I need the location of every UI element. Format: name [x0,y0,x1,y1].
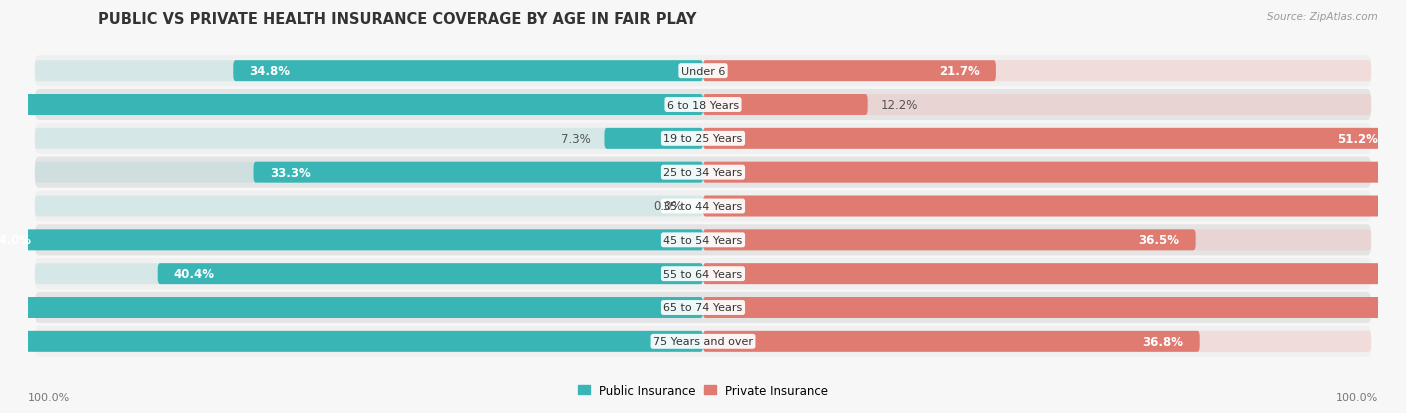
Text: 36.5%: 36.5% [1139,234,1180,247]
FancyBboxPatch shape [253,162,703,183]
FancyBboxPatch shape [703,61,995,82]
FancyBboxPatch shape [0,95,703,116]
FancyBboxPatch shape [0,331,703,352]
Text: 12.2%: 12.2% [882,99,918,112]
FancyBboxPatch shape [0,297,703,318]
FancyBboxPatch shape [35,196,703,217]
FancyBboxPatch shape [703,230,1195,251]
FancyBboxPatch shape [35,263,703,285]
Text: 55 to 64 Years: 55 to 64 Years [664,269,742,279]
FancyBboxPatch shape [35,259,1371,290]
FancyBboxPatch shape [35,157,1371,188]
FancyBboxPatch shape [35,331,703,352]
FancyBboxPatch shape [605,128,703,150]
Text: 51.2%: 51.2% [1337,133,1378,145]
Text: Source: ZipAtlas.com: Source: ZipAtlas.com [1267,12,1378,22]
Text: 33.3%: 33.3% [270,166,311,179]
Text: 100.0%: 100.0% [1336,392,1378,402]
Text: 25 to 34 Years: 25 to 34 Years [664,168,742,178]
Text: 35 to 44 Years: 35 to 44 Years [664,202,742,211]
FancyBboxPatch shape [703,297,1406,318]
Text: 36.8%: 36.8% [1143,335,1184,348]
FancyBboxPatch shape [703,196,1406,217]
FancyBboxPatch shape [35,297,703,318]
FancyBboxPatch shape [703,297,1371,318]
Text: 65 to 74 Years: 65 to 74 Years [664,303,742,313]
FancyBboxPatch shape [35,56,1371,87]
FancyBboxPatch shape [703,95,868,116]
FancyBboxPatch shape [703,196,1371,217]
FancyBboxPatch shape [35,90,1371,121]
Text: 40.4%: 40.4% [174,268,215,280]
FancyBboxPatch shape [0,230,703,251]
FancyBboxPatch shape [703,162,1406,183]
FancyBboxPatch shape [35,61,703,82]
Legend: Public Insurance, Private Insurance: Public Insurance, Private Insurance [574,379,832,401]
FancyBboxPatch shape [35,128,703,150]
Text: 54.0%: 54.0% [0,234,31,247]
Text: 7.3%: 7.3% [561,133,591,145]
FancyBboxPatch shape [35,326,1371,357]
FancyBboxPatch shape [157,263,703,285]
FancyBboxPatch shape [703,128,1395,150]
FancyBboxPatch shape [703,128,1371,150]
FancyBboxPatch shape [233,61,703,82]
FancyBboxPatch shape [35,162,703,183]
FancyBboxPatch shape [703,95,1371,116]
FancyBboxPatch shape [703,162,1371,183]
Text: 75 Years and over: 75 Years and over [652,337,754,347]
FancyBboxPatch shape [35,123,1371,154]
FancyBboxPatch shape [703,263,1371,285]
Text: 19 to 25 Years: 19 to 25 Years [664,134,742,144]
FancyBboxPatch shape [703,230,1371,251]
Text: Under 6: Under 6 [681,66,725,76]
Text: 0.0%: 0.0% [654,200,683,213]
FancyBboxPatch shape [35,292,1371,323]
Text: 45 to 54 Years: 45 to 54 Years [664,235,742,245]
Text: 34.8%: 34.8% [249,65,291,78]
Text: PUBLIC VS PRIVATE HEALTH INSURANCE COVERAGE BY AGE IN FAIR PLAY: PUBLIC VS PRIVATE HEALTH INSURANCE COVER… [98,12,697,27]
Text: 6 to 18 Years: 6 to 18 Years [666,100,740,110]
FancyBboxPatch shape [35,191,1371,222]
FancyBboxPatch shape [703,331,1199,352]
FancyBboxPatch shape [35,225,1371,256]
FancyBboxPatch shape [703,331,1371,352]
Text: 21.7%: 21.7% [939,65,980,78]
FancyBboxPatch shape [35,230,703,251]
FancyBboxPatch shape [703,263,1406,285]
FancyBboxPatch shape [703,61,1371,82]
Text: 100.0%: 100.0% [28,392,70,402]
FancyBboxPatch shape [35,95,703,116]
